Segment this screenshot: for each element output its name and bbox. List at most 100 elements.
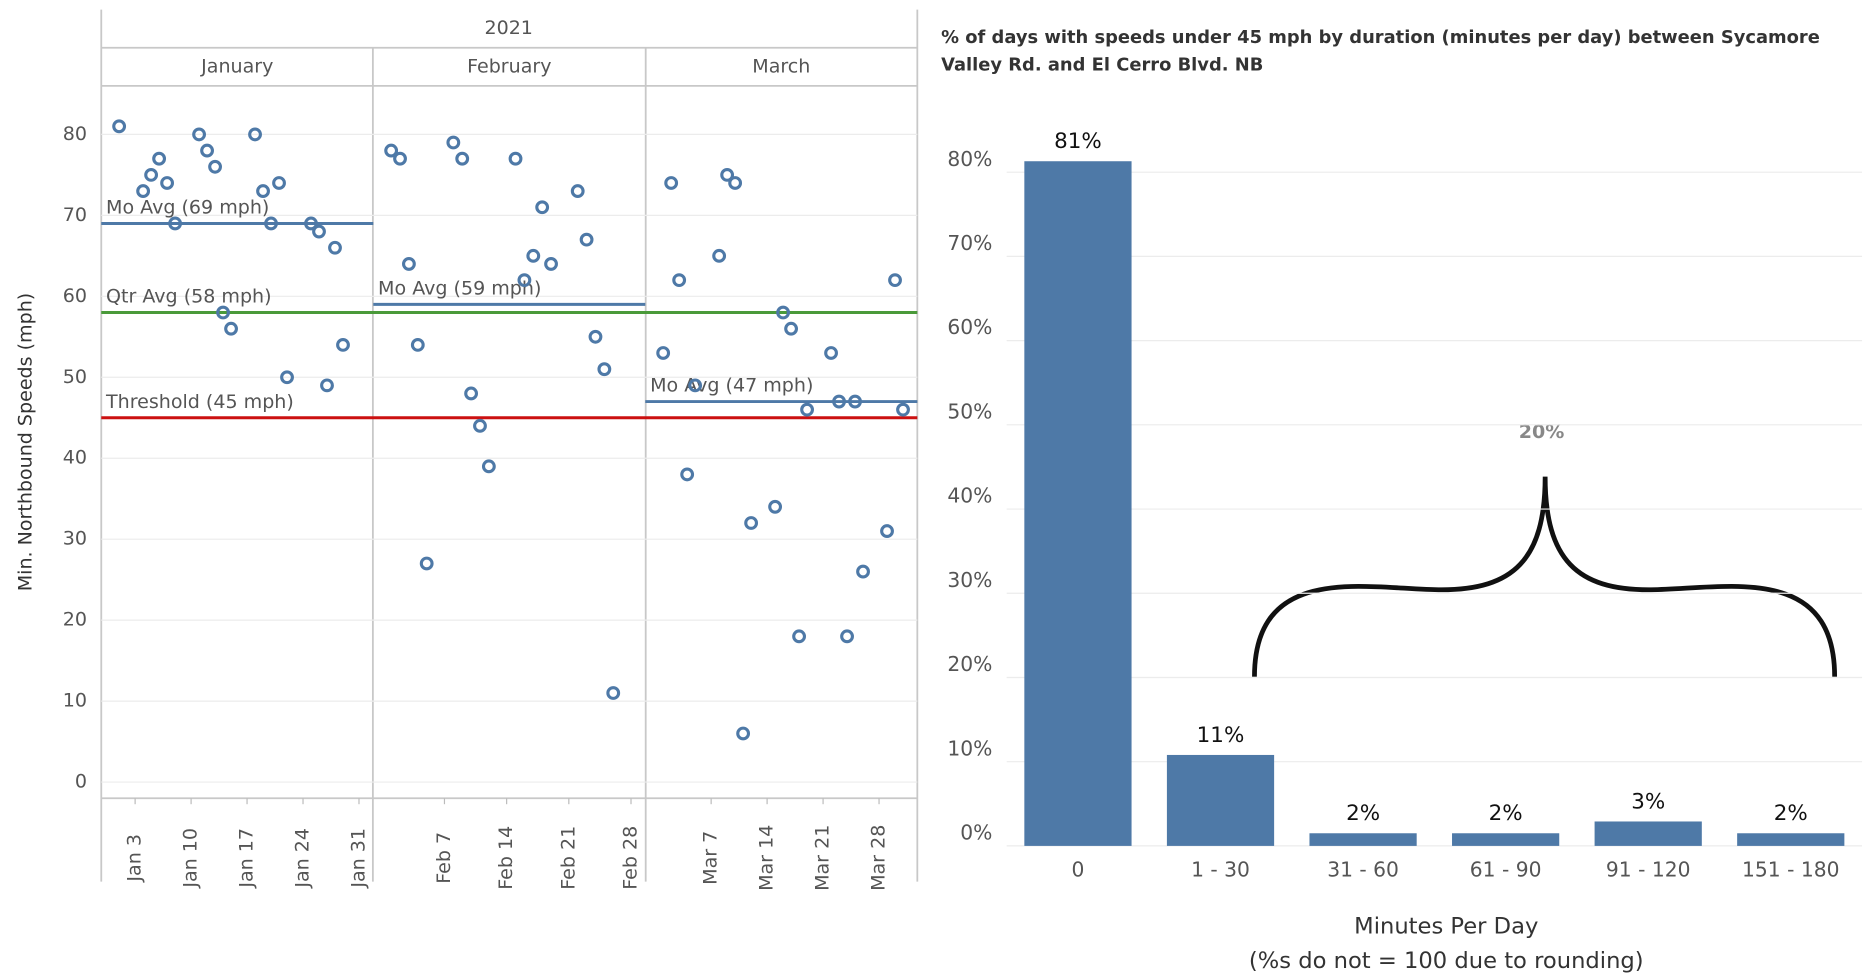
data-point xyxy=(336,337,350,352)
reference-label: Threshold (45 mph) xyxy=(105,391,294,413)
data-point xyxy=(455,151,470,166)
data-point xyxy=(402,257,416,271)
reference-label: Qtr Avg (58 mph) xyxy=(106,286,272,308)
data-point xyxy=(824,346,838,360)
data-point xyxy=(446,135,461,150)
data-point xyxy=(168,216,183,231)
data-point xyxy=(597,362,612,377)
value-label: 2% xyxy=(1346,801,1380,826)
data-point xyxy=(896,402,910,417)
y-tick-label: 20% xyxy=(947,652,992,676)
data-point xyxy=(776,305,791,320)
x-axis-note: (%s do not = 100 due to rounding) xyxy=(1249,948,1644,974)
x-tick-label: 91 - 120 xyxy=(1606,857,1691,881)
data-point xyxy=(800,402,814,417)
data-point xyxy=(728,176,743,190)
data-point xyxy=(508,151,523,166)
data-point xyxy=(393,151,407,166)
data-point xyxy=(535,200,550,215)
data-point xyxy=(312,224,326,239)
x-tick-label: 61 - 90 xyxy=(1470,857,1542,881)
data-point xyxy=(264,216,278,231)
data-point xyxy=(570,184,585,198)
data-point xyxy=(517,273,532,288)
data-point xyxy=(320,378,334,393)
y-tick-label: 50 xyxy=(63,366,87,388)
x-tick-label: Feb 28 xyxy=(620,826,642,890)
y-tick-label: 70 xyxy=(63,204,87,226)
data-point xyxy=(544,257,558,271)
x-tick-label: Feb 14 xyxy=(495,826,517,890)
x-tick-label: 151 - 180 xyxy=(1742,857,1839,881)
data-point xyxy=(720,167,735,182)
x-tick-label: 31 - 60 xyxy=(1327,857,1399,881)
data-point xyxy=(464,386,479,401)
y-tick-label: 10 xyxy=(63,690,87,712)
data-point xyxy=(419,556,434,571)
data-point xyxy=(410,337,425,352)
data-point xyxy=(579,232,594,247)
data-point xyxy=(256,184,270,198)
x-tick-label: Mar 21 xyxy=(812,825,834,891)
y-tick-label: 70% xyxy=(947,231,992,255)
data-point xyxy=(481,459,496,474)
y-tick-label: 10% xyxy=(947,736,992,760)
data-point xyxy=(328,240,342,255)
bar xyxy=(1594,821,1702,846)
data-point xyxy=(192,127,206,142)
x-tick-label: Jan 10 xyxy=(180,828,202,889)
y-tick-label: 50% xyxy=(947,399,992,423)
y-tick-label: 30 xyxy=(63,528,87,550)
x-tick-label: Feb 21 xyxy=(557,826,579,890)
annotation: 20% xyxy=(1519,421,1565,443)
y-tick-label: 40% xyxy=(947,484,992,508)
data-point xyxy=(208,159,222,174)
reference-label: Mo Avg (59 mph) xyxy=(378,277,541,299)
data-point xyxy=(880,524,894,538)
data-point xyxy=(784,321,799,336)
data-point xyxy=(200,143,214,158)
data-point xyxy=(280,370,294,385)
data-point xyxy=(848,394,862,409)
y-tick-label: 80% xyxy=(947,147,992,171)
data-point xyxy=(832,394,846,409)
data-point xyxy=(144,167,159,182)
data-point xyxy=(304,216,318,231)
facet-label: January xyxy=(200,55,273,77)
value-label: 2% xyxy=(1489,801,1523,826)
x-tick-label: 1 - 30 xyxy=(1191,857,1250,881)
data-point xyxy=(888,273,902,288)
data-point xyxy=(160,176,175,190)
data-point xyxy=(152,151,167,166)
bar xyxy=(1024,161,1132,846)
x-tick-label: Mar 14 xyxy=(756,825,778,891)
x-tick-label: Jan 31 xyxy=(347,828,369,889)
value-label: 11% xyxy=(1197,723,1245,748)
data-point xyxy=(216,305,230,320)
y-tick-label: 0 xyxy=(75,771,87,793)
data-point xyxy=(606,686,621,700)
data-point xyxy=(656,346,671,360)
data-point xyxy=(473,418,487,433)
data-point xyxy=(136,184,151,198)
data-point xyxy=(840,629,854,644)
data-point xyxy=(384,143,399,158)
bar xyxy=(1309,833,1417,846)
data-point xyxy=(792,629,806,644)
x-tick-label: Mar 28 xyxy=(868,825,890,891)
data-point xyxy=(272,176,286,190)
x-tick-label: Jan 17 xyxy=(236,828,258,889)
y-tick-label: 40 xyxy=(63,447,87,469)
bar xyxy=(1166,754,1275,846)
brace xyxy=(1252,476,1838,677)
chart-title: % of days with speeds under 45 mph by du… xyxy=(941,26,1820,76)
value-label: 81% xyxy=(1054,129,1102,154)
reference-label: Mo Avg (47 mph) xyxy=(650,375,813,397)
x-tick-label: 0 xyxy=(1072,857,1085,881)
data-point xyxy=(248,127,262,142)
data-point xyxy=(712,248,727,263)
data-point xyxy=(744,516,759,530)
data-point xyxy=(224,321,238,336)
